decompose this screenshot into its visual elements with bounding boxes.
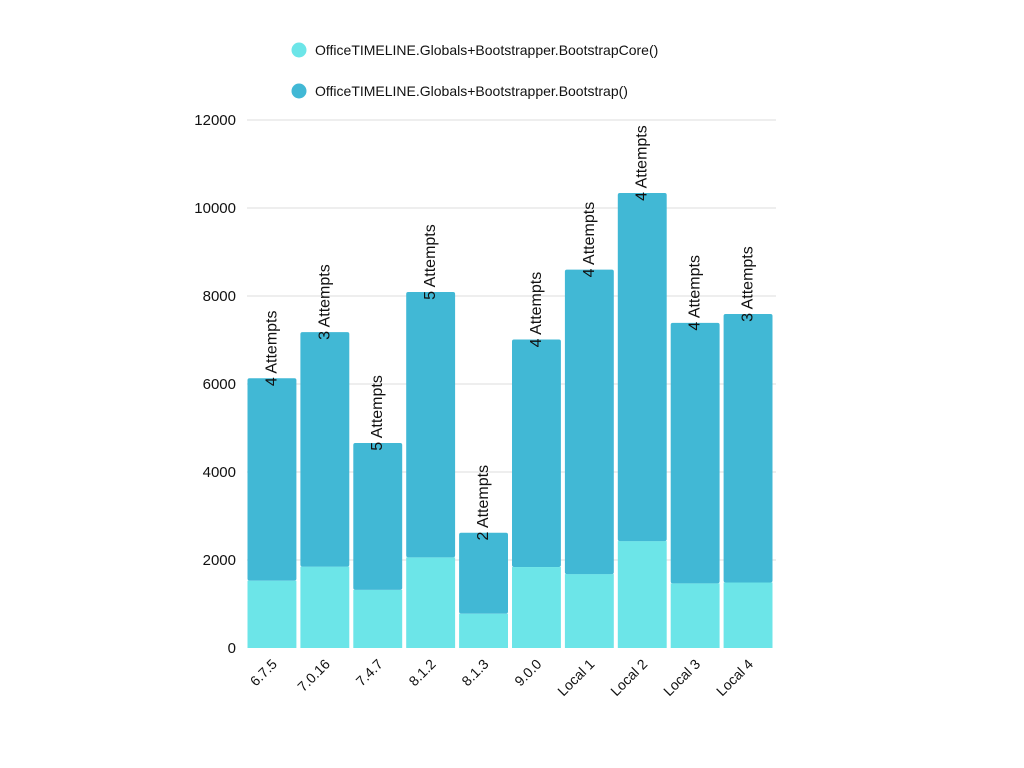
bar-annotation-local-1: 4 Attempts: [581, 202, 598, 278]
bar-2-8.1.2: [406, 292, 456, 558]
bar-1-8.1.3: [459, 613, 508, 648]
x-tick-label-7.4.7: 7.4.7: [353, 656, 386, 689]
legend: OfficeTIMELINE.Globals+Bootstrapper.Boot…: [291, 42, 658, 99]
y-axis: 0 2000 4000 6000 8000 10000 12000: [194, 112, 236, 657]
bar-1-6.7.5: [247, 580, 297, 648]
legend-label-2: OfficeTIMELINE.Globals+Bootstrapper.Boot…: [315, 83, 628, 99]
bar-annotation-8.1.2: 5 Attempts: [422, 224, 439, 300]
bar-1-8.1.2: [406, 557, 456, 648]
bar-annotations: 4 Attempts 3 Attempts 5 Attempts 5 Attempts…: [263, 125, 756, 540]
bar-2-local-2: [617, 193, 667, 542]
y-tick-label-10000: 10000: [194, 200, 236, 217]
x-tick-label-local-2: Local 2: [607, 656, 650, 699]
bar-annotation-9.0.0: 4 Attempts: [528, 272, 545, 348]
bar-2-local-3: [670, 322, 720, 584]
y-tick-label-12000: 12000: [194, 112, 236, 129]
x-tick-label-8.1.3: 8.1.3: [458, 656, 491, 689]
bar-1-7.4.7: [353, 589, 403, 648]
bar-annotation-7.0.16: 3 Attempts: [316, 264, 333, 340]
x-tick-label-local-3: Local 3: [660, 656, 703, 699]
x-tick-label-9.0.0: 9.0.0: [511, 656, 544, 689]
bar-2-9.0.0: [512, 339, 561, 568]
bar-annotation-6.7.5: 4 Attempts: [263, 310, 280, 386]
x-tick-label-7.0.16: 7.0.16: [294, 656, 333, 695]
bar-1-9.0.0: [512, 567, 561, 648]
y-tick-label-4000: 4000: [203, 464, 236, 481]
bar-2-8.1.3: [459, 532, 508, 614]
bar-annotation-8.1.3: 2 Attempts: [475, 465, 492, 541]
x-axis: 6.7.5 7.0.16 7.4.7 8.1.2 8.1.3 9.0.0 Local 1 Lo…: [247, 656, 757, 699]
y-tick-label-0: 0: [228, 640, 236, 657]
bar-1-local-1: [564, 574, 614, 648]
bar-1-7.0.16: [300, 566, 350, 648]
bar-2-local-4: [723, 314, 773, 583]
bar-annotation-local-2: 4 Attempts: [634, 125, 651, 201]
bar-2-7.0.16: [300, 332, 350, 567]
x-tick-label-local-1: Local 1: [554, 656, 597, 699]
legend-label-1: OfficeTIMELINE.Globals+Bootstrapper.Boot…: [315, 42, 658, 58]
bar-annotation-7.4.7: 5 Attempts: [369, 375, 386, 451]
x-tick-label-6.7.5: 6.7.5: [247, 656, 280, 689]
bar-2-6.7.5: [247, 378, 297, 581]
y-tick-label-8000: 8000: [203, 288, 236, 305]
bar-annotation-local-3: 4 Attempts: [687, 255, 704, 331]
bar-2-7.4.7: [353, 442, 403, 590]
y-tick-label-6000: 6000: [203, 376, 236, 393]
bar-annotation-local-4: 3 Attempts: [740, 246, 757, 322]
y-tick-label-2000: 2000: [203, 552, 236, 569]
legend-swatch-1: [291, 42, 307, 58]
bar-1-local-4: [723, 582, 773, 648]
legend-swatch-2: [291, 83, 307, 99]
bar-1-local-3: [670, 583, 720, 648]
x-tick-label-8.1.2: 8.1.2: [405, 656, 438, 689]
x-tick-label-local-4: Local 4: [713, 656, 756, 699]
bars: [247, 193, 773, 648]
bar-2-local-1: [564, 269, 614, 575]
bar-1-local-2: [617, 541, 667, 648]
